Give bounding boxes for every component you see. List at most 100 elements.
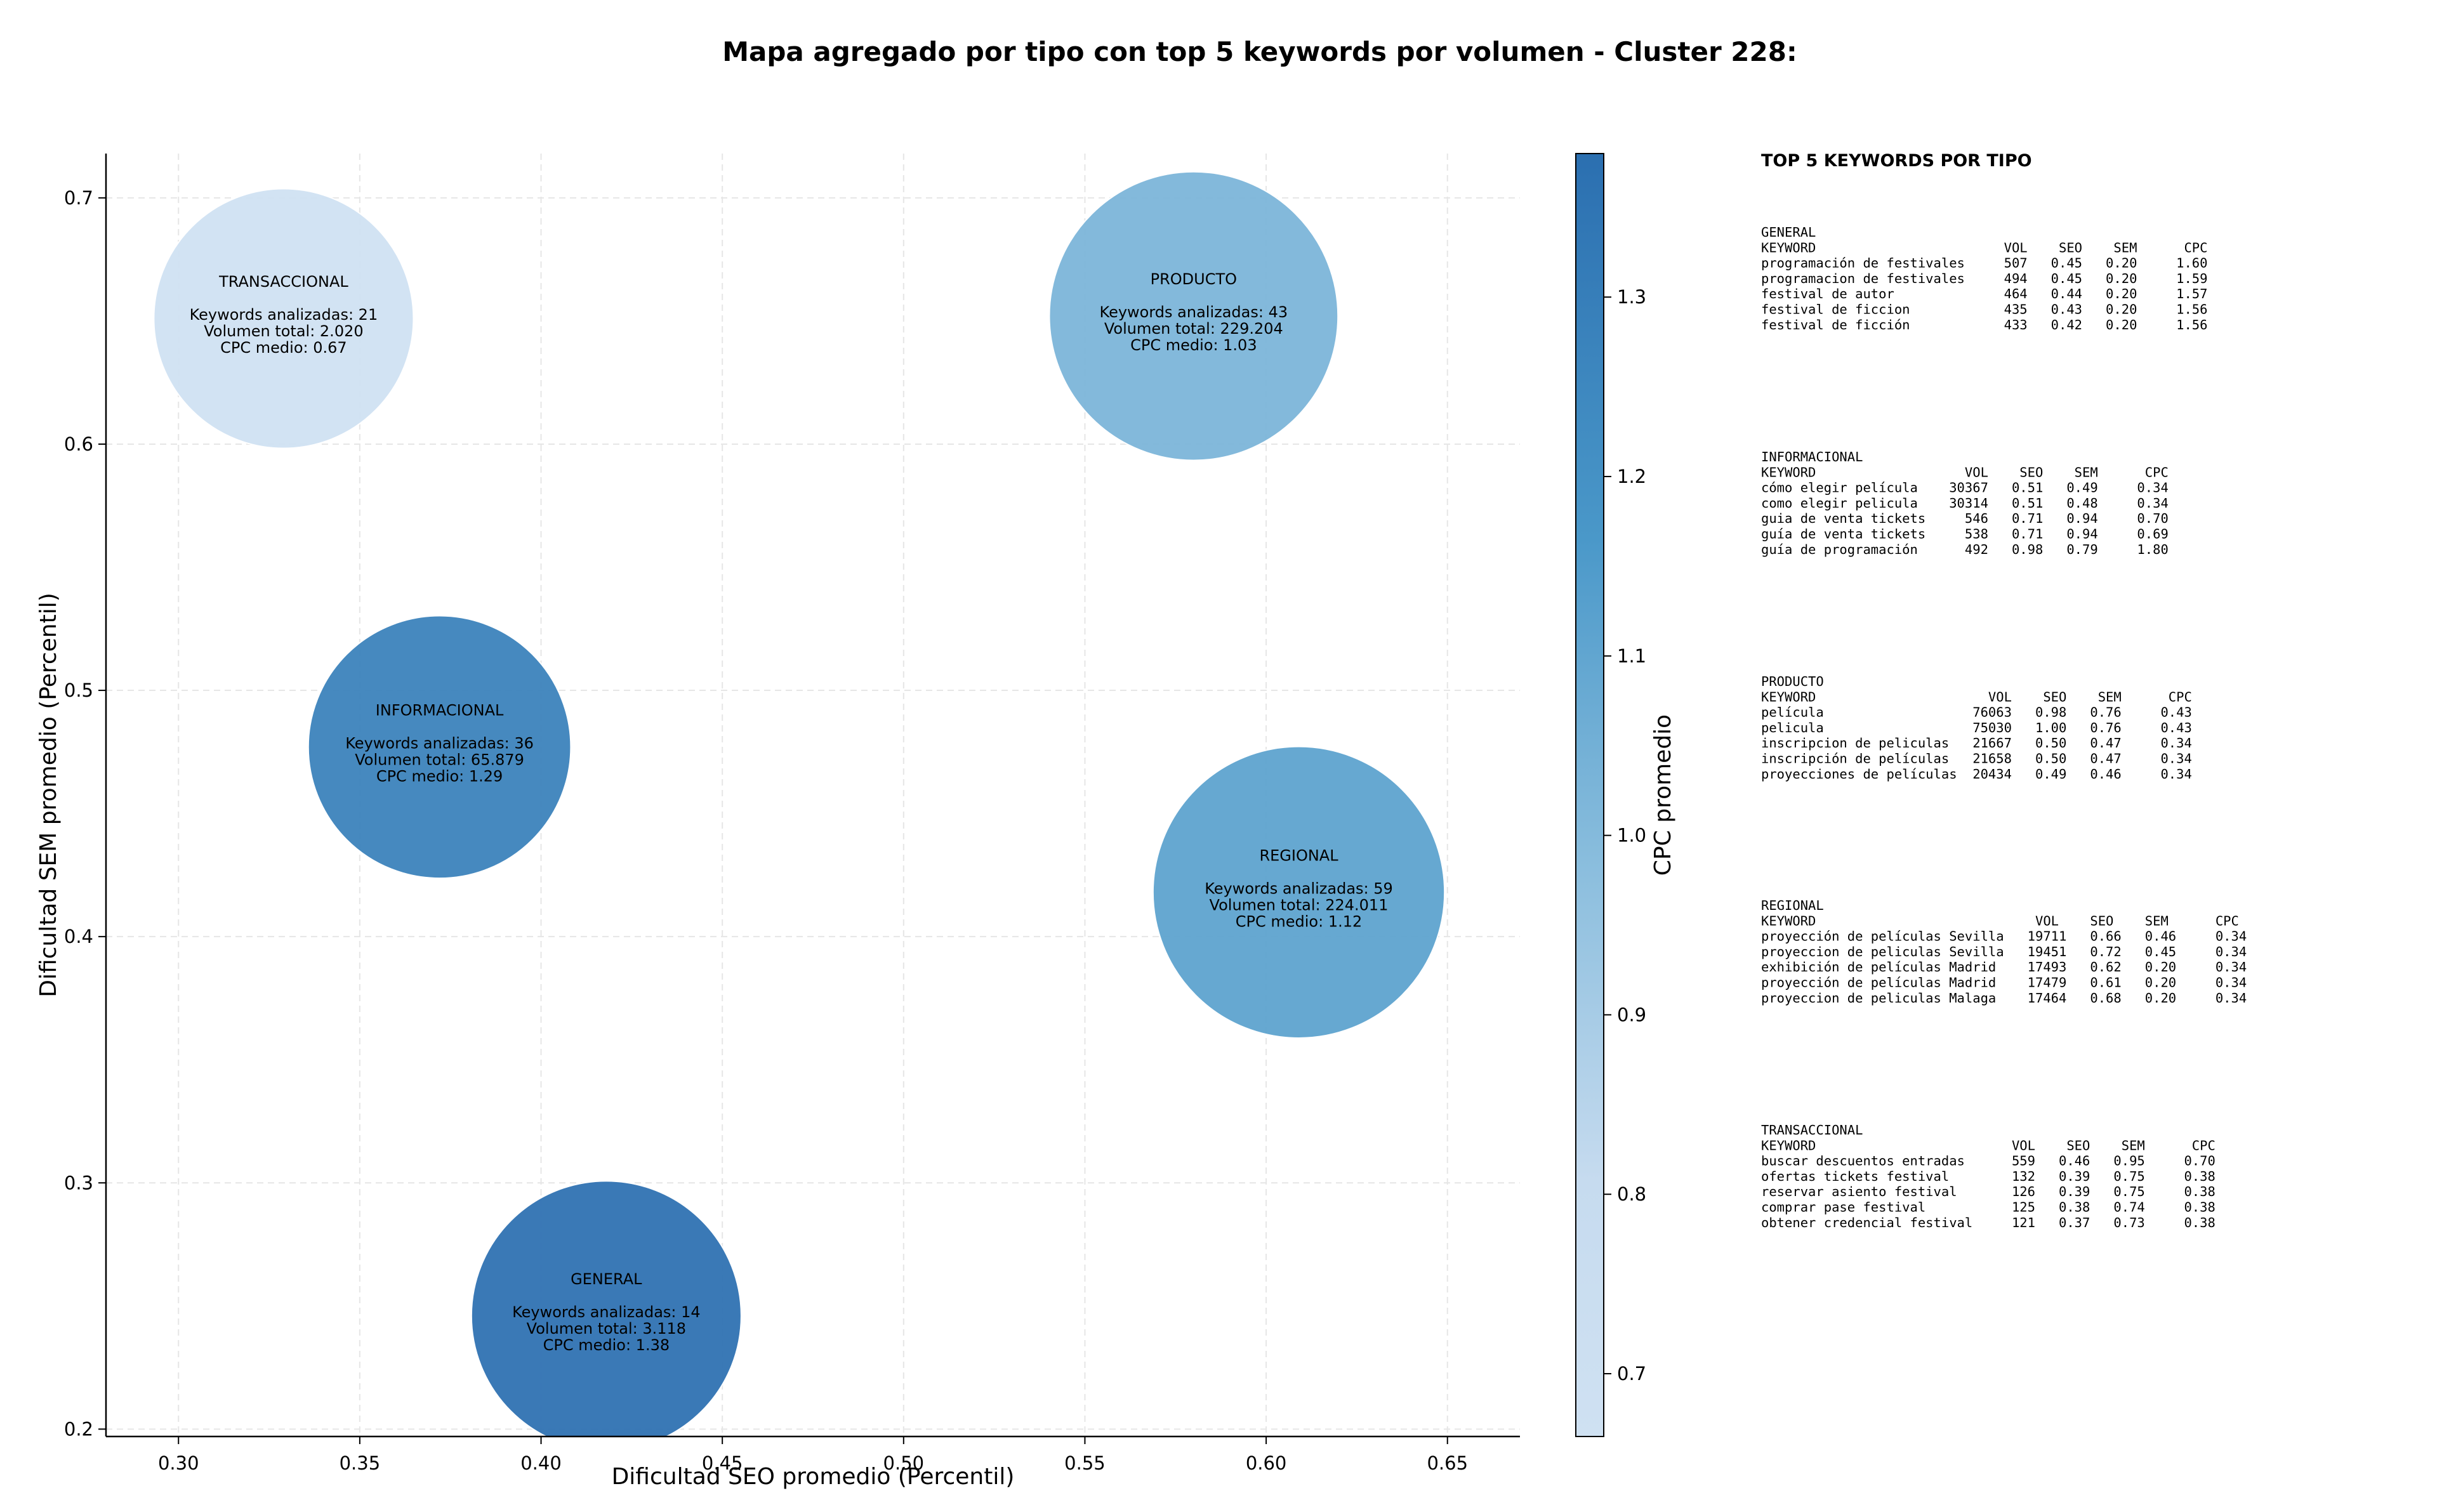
table-row: ofertas tickets festival 132 0.39 0.75 0…	[1761, 1169, 2216, 1184]
x-tick-label: 0.40	[520, 1452, 562, 1474]
x-tick-label: 0.60	[1246, 1452, 1287, 1474]
y-tick-label: 0.6	[64, 433, 93, 455]
x-tick-label: 0.45	[702, 1452, 743, 1474]
colorbar-tick-label: 0.7	[1617, 1363, 1646, 1384]
colorbar: 0.7 0.8 0.9 1.0 1.1 1.2 1.3 CPC promedio	[1575, 153, 1676, 1437]
table-row: película 76063 0.98 0.76 0.43	[1761, 705, 2192, 720]
colorbar-tick-label: 0.8	[1617, 1183, 1646, 1205]
table-title: INFORMACIONAL	[1761, 449, 1863, 464]
y-tick-label: 0.7	[64, 187, 93, 209]
bubble-stat: CPC medio: 1.38	[543, 1336, 670, 1354]
table-row: proyección de películas Sevilla 19711 0.…	[1761, 929, 2247, 944]
x-tick-label: 0.65	[1427, 1452, 1468, 1474]
table-row: buscar descuentos entradas 559 0.46 0.95…	[1761, 1154, 2216, 1169]
table-row: proyección de películas Madrid 17479 0.6…	[1761, 975, 2247, 990]
bubble-informacional	[307, 615, 572, 879]
bubble-stat: Keywords analizadas: 59	[1205, 879, 1393, 897]
bubble-regional	[1152, 746, 1446, 1039]
colorbar-tick-label: 0.9	[1617, 1004, 1646, 1025]
bubble-producto	[1048, 171, 1339, 461]
colorbar-label: CPC promedio	[1650, 714, 1676, 876]
y-tick-label: 0.3	[64, 1172, 93, 1193]
grid-lines	[106, 154, 1520, 1436]
bubble-stat: Keywords analizadas: 14	[512, 1303, 701, 1321]
table-header: KEYWORD VOL SEO SEM CPC	[1761, 689, 2192, 704]
x-axis-label: Dificultad SEO promedio (Percentil)	[612, 1464, 1015, 1490]
table-row: inscripción de películas 21658 0.50 0.47…	[1761, 751, 2192, 766]
bubble-stat: Keywords analizadas: 21	[190, 306, 378, 324]
table-header: KEYWORD VOL SEO SEM CPC	[1761, 240, 2208, 255]
colorbar-tick-label: 1.0	[1617, 825, 1646, 846]
bubble-stat: CPC medio: 0.67	[220, 339, 347, 357]
y-tick-label: 0.5	[64, 680, 93, 701]
colorbar-tick-label: 1.3	[1617, 286, 1646, 308]
table-row: obtener credencial festival 121 0.37 0.7…	[1761, 1215, 2216, 1230]
table-header: KEYWORD VOL SEO SEM CPC	[1761, 913, 2239, 928]
colorbar-ticks: 0.7 0.8 0.9 1.0 1.1 1.2 1.3	[1604, 286, 1646, 1384]
table-row: guia de venta tickets 546 0.71 0.94 0.70	[1761, 511, 2169, 526]
table-row: pelicula 75030 1.00 0.76 0.43	[1761, 720, 2192, 735]
bubble-stat: Volumen total: 224.011	[1210, 896, 1389, 914]
x-tick-label: 0.30	[158, 1452, 199, 1474]
panel-heading: TOP 5 KEYWORDS POR TIPO	[1761, 151, 2032, 171]
table-row: proyeccion de peliculas Malaga 17464 0.6…	[1761, 990, 2247, 1006]
table-row: cómo elegir película 30367 0.51 0.49 0.3…	[1761, 480, 2169, 496]
table-title: PRODUCTO	[1761, 674, 1824, 689]
table-title: GENERAL	[1761, 225, 1816, 240]
colorbar-tick-label: 1.1	[1617, 645, 1646, 667]
y-tick-label: 0.2	[64, 1418, 93, 1440]
bubble-title: PRODUCTO	[1151, 270, 1237, 288]
bubble-title: TRANSACCIONAL	[218, 273, 348, 291]
bubble-stat: Keywords analizadas: 43	[1100, 303, 1288, 321]
table-title: REGIONAL	[1761, 898, 1824, 913]
table-row: proyecciones de películas 20434 0.49 0.4…	[1761, 766, 2192, 782]
colorbar-tick-label: 1.2	[1617, 466, 1646, 487]
bubble-stat: Volumen total: 3.118	[527, 1320, 686, 1338]
table-row: festival de autor 464 0.44 0.20 1.57	[1761, 286, 2208, 301]
table-row: guía de venta tickets 538 0.71 0.94 0.69	[1761, 527, 2169, 542]
table-title: TRANSACCIONAL	[1761, 1122, 1863, 1138]
table-row: inscripcion de peliculas 21667 0.50 0.47…	[1761, 735, 2192, 751]
bubble-stat: CPC medio: 1.03	[1130, 336, 1257, 354]
bubble-stat: Volumen total: 229.204	[1104, 320, 1283, 338]
table-row: reservar asiento festival 126 0.39 0.75 …	[1761, 1184, 2216, 1199]
table-row: festival de ficcion 435 0.43 0.20 1.56	[1761, 302, 2208, 317]
axes: 0.30 0.35 0.40 0.45 0.50 0.55 0.60 0.65 0.2 0.3 0.…	[64, 154, 1520, 1474]
table-row: como elegir pelicula 30314 0.51 0.48 0.3…	[1761, 496, 2169, 511]
bubble-title: GENERAL	[571, 1270, 642, 1288]
x-tick-label: 0.35	[340, 1452, 381, 1474]
bubble-stat: CPC medio: 1.29	[376, 767, 503, 785]
bubble-stat: Keywords analizadas: 36	[345, 734, 534, 752]
table-row: festival de ficción 433 0.42 0.20 1.56	[1761, 317, 2208, 332]
bubble-stat: Volumen total: 65.879	[355, 751, 524, 768]
bubble-stat: Volumen total: 2.020	[204, 322, 363, 340]
chart-title: Mapa agregado por tipo con top 5 keyword…	[722, 36, 1797, 67]
table-row: comprar pase festival 125 0.38 0.74 0.38	[1761, 1200, 2216, 1215]
table-row: programacion de festivales 494 0.45 0.20…	[1761, 271, 2208, 286]
y-tick-label: 0.4	[64, 926, 93, 947]
table-header: KEYWORD VOL SEO SEM CPC	[1761, 464, 2169, 480]
x-tick-label: 0.50	[883, 1452, 925, 1474]
table-row: exhibición de películas Madrid 17493 0.6…	[1761, 959, 2247, 975]
bubble-title: INFORMACIONAL	[376, 701, 504, 719]
bubble-stat: CPC medio: 1.12	[1236, 912, 1363, 930]
table-row: guía de programación 492 0.98 0.79 1.80	[1761, 542, 2169, 557]
table-row: programación de festivales 507 0.45 0.20…	[1761, 256, 2208, 271]
bubbles	[153, 171, 1446, 1436]
table-row: proyeccion de peliculas Sevilla 19451 0.…	[1761, 944, 2247, 959]
bubble-title: REGIONAL	[1259, 846, 1338, 864]
x-tick-label: 0.55	[1064, 1452, 1106, 1474]
colorbar-gradient	[1575, 153, 1604, 1437]
table-header: KEYWORD VOL SEO SEM CPC	[1761, 1138, 2216, 1153]
bubble-transaccional	[153, 188, 414, 449]
y-axis-label: Dificultad SEM promedio (Percentil)	[36, 593, 62, 997]
